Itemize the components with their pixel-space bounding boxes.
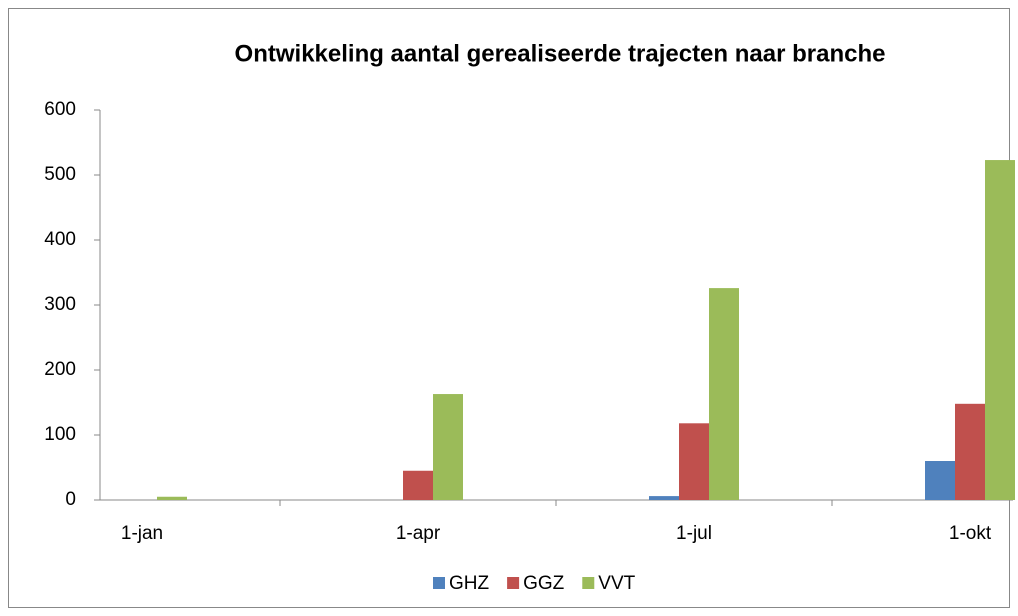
bar — [955, 403, 985, 500]
bar — [403, 470, 433, 500]
bar — [985, 160, 1015, 501]
bar — [679, 423, 709, 500]
y-tick-label: 0 — [65, 489, 76, 510]
legend-swatch — [433, 577, 445, 589]
legend-label: GGZ — [523, 573, 565, 594]
y-tick-label: 200 — [44, 359, 76, 380]
x-tick-label: 1-apr — [396, 523, 441, 544]
x-tick-label: 1-jul — [676, 523, 712, 544]
x-tick-label: 1-okt — [949, 523, 992, 544]
y-tick-label: 600 — [44, 99, 76, 120]
bar — [433, 394, 463, 500]
y-tick-label: 500 — [44, 164, 76, 185]
chart-title: Ontwikkeling aantal gerealiseerde trajec… — [235, 40, 886, 67]
bar — [649, 496, 679, 500]
chart-frame — [8, 8, 1010, 608]
bar — [925, 461, 955, 500]
legend-swatch — [582, 577, 595, 589]
bar — [157, 496, 187, 500]
legend-swatch — [507, 577, 520, 589]
y-tick-label: 300 — [44, 294, 76, 315]
y-tick-label: 400 — [44, 229, 76, 250]
legend-label: GHZ — [449, 573, 490, 594]
x-tick-label: 1-jan — [121, 523, 163, 544]
bar — [709, 288, 739, 500]
y-tick-label: 100 — [44, 424, 76, 445]
legend-label: VVT — [598, 573, 635, 594]
